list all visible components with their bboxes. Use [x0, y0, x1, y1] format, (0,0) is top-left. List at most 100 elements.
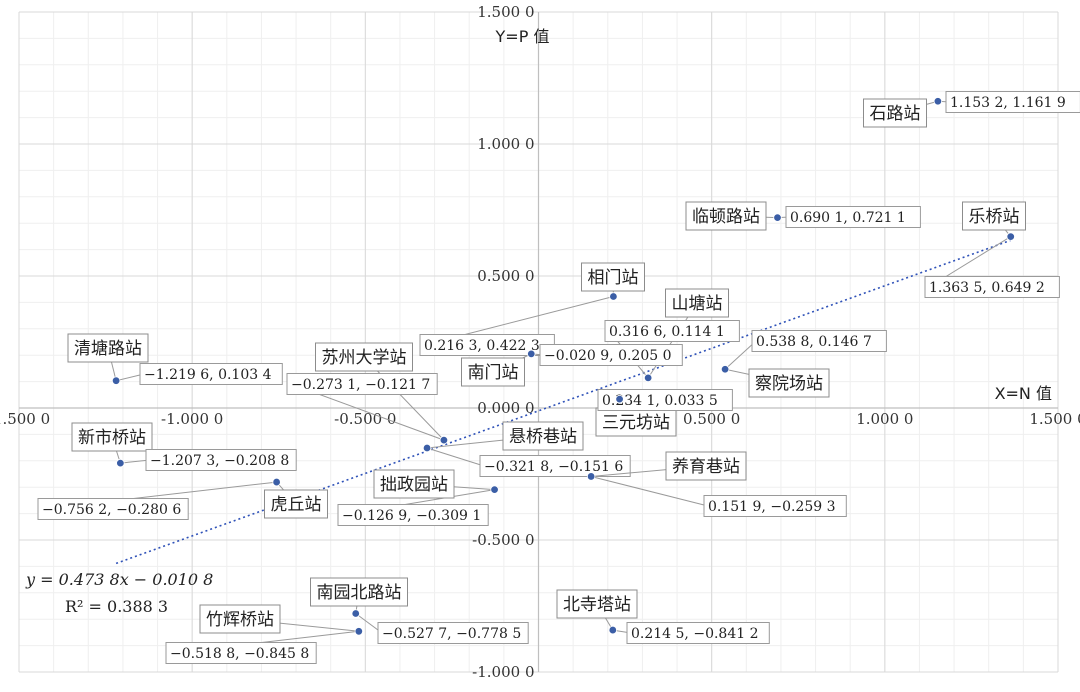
- value-box: [626, 622, 770, 644]
- value-box: [539, 344, 683, 366]
- data-point: [439, 435, 449, 445]
- value-box: [377, 622, 529, 644]
- data-value-label: 0.151 9, −0.259 3: [708, 499, 836, 515]
- value-box: [165, 642, 317, 664]
- data-point: [933, 97, 943, 106]
- value-box: [785, 206, 921, 228]
- data-point: [1006, 232, 1015, 241]
- x-axis-title: X=N 值: [995, 384, 1052, 403]
- station-name-label: 山塘站: [672, 294, 723, 314]
- data-value-label: −0.126 9, −0.309 1: [342, 508, 481, 524]
- y-tick-label: 1.500 0: [477, 3, 534, 21]
- label-box: [962, 201, 1026, 231]
- value-box: [924, 276, 1060, 298]
- station-name-label: 乐桥站: [969, 207, 1020, 227]
- label-box: [685, 201, 767, 231]
- label-box: [863, 98, 927, 128]
- x-tick-label: -1.000 0: [161, 410, 223, 428]
- value-box: [337, 504, 489, 526]
- data-point: [272, 477, 281, 487]
- station-name-label: 虎丘站: [271, 495, 322, 515]
- station-name-label: 新市桥站: [78, 428, 146, 448]
- origin-tick-label: 0.000 0: [477, 399, 534, 417]
- data-point: [615, 394, 624, 404]
- data-value-label: 0.690 1, 0.721 1: [790, 210, 906, 226]
- x-tick-label: -1.500 0: [0, 410, 50, 428]
- data-point: [422, 443, 432, 453]
- label-box: [581, 262, 645, 292]
- station-name-label: 北寺塔站: [563, 595, 631, 615]
- y-axis-title: Y=P 值: [495, 27, 550, 46]
- x-tick-label: 1.500 0: [1029, 410, 1080, 428]
- leader-line: [590, 475, 709, 507]
- leader-line: [426, 447, 485, 467]
- data-point: [527, 349, 536, 359]
- y-tick-label: -0.500 0: [472, 531, 534, 549]
- label-box: [199, 604, 281, 634]
- label-box: [264, 489, 328, 519]
- label-box: [310, 577, 408, 607]
- station-name-label: 临顿路站: [692, 207, 760, 227]
- trendline: [115, 239, 1011, 565]
- data-point: [586, 472, 596, 481]
- data-value-label: 1.153 2, 1.161 9: [950, 95, 1066, 111]
- label-box: [748, 368, 830, 398]
- station-name-label: 清塘路站: [74, 339, 142, 359]
- data-point: [490, 485, 499, 494]
- x-tick-label: 1.000 0: [856, 410, 913, 428]
- y-tick-label: -1.000 0: [472, 663, 534, 681]
- label-box: [373, 469, 455, 499]
- data-value-label: −0.020 9, 0.205 0: [544, 348, 672, 364]
- value-box: [286, 373, 438, 395]
- data-value-label: −0.273 1, −0.121 7: [291, 377, 430, 393]
- leader-line: [724, 340, 757, 370]
- data-value-label: −0.518 8, −0.845 8: [170, 646, 309, 662]
- value-box: [703, 495, 847, 517]
- label-box: [595, 407, 677, 437]
- data-point: [643, 373, 653, 383]
- data-value-label: 0.234 1, 0.033 5: [602, 393, 718, 409]
- data-point: [608, 625, 617, 635]
- value-box: [37, 498, 189, 520]
- station-name-label: 南门站: [468, 363, 519, 383]
- value-box: [597, 389, 733, 411]
- station-name-label: 竹辉桥站: [206, 610, 274, 630]
- data-point: [354, 627, 364, 636]
- data-value-label: −0.527 7, −0.778 5: [382, 626, 521, 642]
- data-value-label: −1.219 6, 0.103 4: [144, 367, 272, 383]
- station-name-label: 石路站: [870, 104, 921, 124]
- data-value-label: −0.321 8, −0.151 6: [484, 459, 623, 475]
- data-value-label: −1.207 3, −0.208 8: [150, 453, 289, 469]
- x-tick-label: -0.500 0: [334, 410, 396, 428]
- data-value-label: 1.363 5, 0.649 2: [929, 280, 1045, 296]
- value-box: [145, 449, 297, 471]
- trendline-equation: y = 0.473 8x − 0.010 8: [25, 570, 213, 589]
- data-value-label: 0.316 6, 0.114 1: [609, 324, 725, 340]
- value-box: [139, 363, 283, 385]
- label-box: [315, 342, 413, 372]
- value-box: [751, 330, 887, 352]
- label-box: [71, 422, 153, 452]
- data-point: [116, 458, 125, 468]
- leader-line: [120, 459, 151, 464]
- data-value-label: 0.538 8, 0.146 7: [756, 334, 872, 350]
- leader-line: [115, 373, 145, 382]
- label-box: [665, 288, 729, 318]
- x-tick-label: 0.500 0: [683, 410, 740, 428]
- label-box: [67, 333, 149, 363]
- station-name-label: 三元坊站: [602, 413, 670, 433]
- label-box: [556, 589, 638, 619]
- label-box: [665, 451, 747, 481]
- station-name-label: 南园北路站: [317, 583, 402, 603]
- label-box: [461, 357, 525, 387]
- value-box: [604, 320, 740, 342]
- y-tick-label: 0.500 0: [477, 267, 534, 285]
- label-box: [502, 421, 584, 451]
- station-name-label: 拙政园站: [380, 475, 448, 495]
- data-point: [351, 609, 360, 618]
- data-value-label: 0.214 5, −0.841 2: [631, 626, 759, 642]
- data-point: [720, 365, 730, 374]
- station-name-label: 苏州大学站: [322, 348, 407, 368]
- data-value-label: −0.756 2, −0.280 6: [42, 502, 181, 518]
